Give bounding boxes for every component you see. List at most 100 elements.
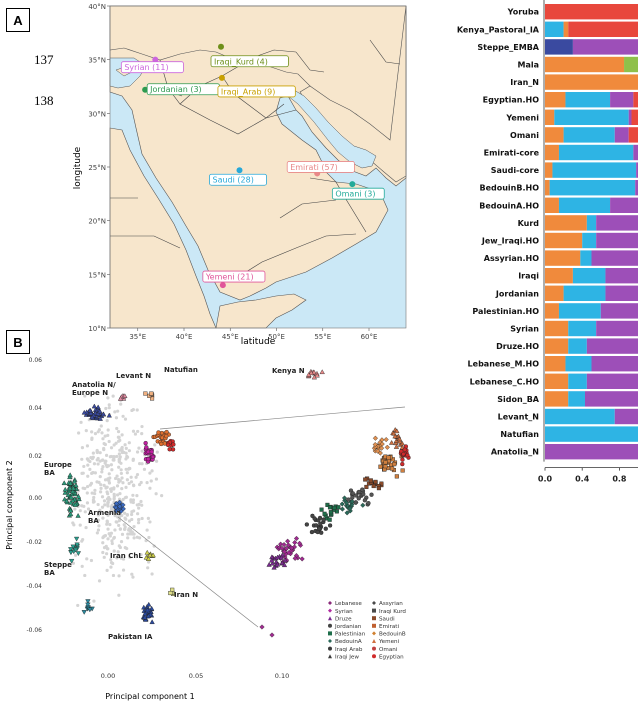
pca-point — [293, 535, 300, 542]
pca-point — [100, 411, 106, 417]
admixture-row-label: Mala — [518, 61, 540, 70]
pca-point — [117, 395, 124, 401]
pca-bg-point — [80, 457, 84, 461]
pca-point — [68, 550, 74, 556]
pca-point — [168, 590, 173, 596]
pca-bg-point — [115, 474, 119, 478]
pca-point — [372, 441, 378, 448]
admixture-segment — [628, 109, 632, 125]
pca-legend: LebaneseSyrianDruzeJordanianPalestinianB… — [328, 601, 406, 660]
admixture-segment — [545, 92, 566, 108]
pca-legend-label: Iraqi Jew — [335, 654, 359, 660]
pca-point — [318, 521, 323, 526]
pca-bg-point — [131, 457, 135, 461]
pca-bg-point — [91, 498, 96, 502]
pca-bg-point — [103, 434, 107, 438]
pca-y-tick-label: 0.04 — [29, 405, 43, 412]
pca-bg-point — [127, 466, 131, 470]
pca-point — [70, 485, 77, 491]
pca-bg-point — [100, 467, 104, 471]
map-point — [218, 43, 224, 50]
pca-bg-point — [106, 492, 110, 496]
pca-bg-point — [146, 566, 150, 570]
pca-bg-point — [127, 449, 132, 453]
pca-point — [308, 370, 314, 376]
pca-point — [327, 505, 333, 510]
pca-bg-point — [139, 553, 143, 557]
pca-y-axis-label: Principal component 2 — [5, 460, 14, 550]
pca-bg-point — [86, 463, 90, 467]
pca-bg-point — [125, 512, 129, 517]
pca-bg-point — [112, 535, 116, 540]
pca-point — [341, 495, 348, 501]
pca-point — [87, 407, 93, 413]
pca-point — [70, 497, 76, 503]
admixture-segment — [605, 285, 638, 301]
map-y-tick-label: 25°N — [88, 164, 106, 172]
pca-bg-point — [120, 532, 125, 536]
pca-point — [149, 391, 154, 396]
pca-point — [69, 558, 75, 564]
pca-bg-point — [108, 497, 112, 501]
pca-bg-point — [107, 479, 111, 483]
pca-point — [304, 522, 309, 527]
pca-bg-point — [89, 558, 94, 563]
pca-point — [314, 372, 320, 378]
admixture-segment — [568, 21, 638, 37]
pca-legend-marker — [372, 654, 376, 659]
pca-bg-point — [118, 545, 122, 550]
pca-bg-point — [102, 546, 107, 550]
pca-bg-point — [84, 525, 88, 530]
pca-point — [63, 498, 70, 504]
pca-bg-point — [124, 485, 128, 489]
pca-ancient-label: Iran ChL — [110, 552, 143, 560]
pca-background-cloud — [60, 394, 170, 608]
pca-bg-point — [127, 519, 132, 523]
pca-bg-point — [119, 540, 124, 544]
pca-point — [85, 602, 91, 608]
map-y-tick-label: 20°N — [88, 218, 106, 226]
pca-bg-point — [118, 527, 122, 531]
map-point-label-box — [331, 187, 385, 200]
pca-y-tick-label: -0.04 — [26, 583, 42, 590]
pca-point — [150, 396, 155, 401]
pca-bg-point — [129, 475, 133, 479]
pca-point — [394, 474, 399, 479]
pca-bg-point — [112, 496, 116, 500]
pca-point — [97, 408, 103, 414]
map-land-horn — [215, 293, 307, 329]
pca-point — [97, 416, 103, 421]
admixture-row-label: Iraqi — [518, 272, 539, 281]
admixture-row-label: Lebanese_M.HO — [468, 360, 540, 369]
pca-bg-point — [83, 394, 87, 398]
admixture-segment — [545, 197, 559, 213]
pca-point — [401, 451, 406, 457]
pca-point — [299, 556, 305, 562]
pca-bg-point — [114, 520, 118, 524]
pca-point — [279, 560, 285, 566]
pca-point — [159, 441, 164, 447]
admixture-row-label: Jew_Iraqi.HO — [481, 237, 539, 246]
pca-bg-point — [95, 458, 99, 462]
pca-bg-point — [145, 481, 149, 485]
pca-point — [371, 483, 376, 489]
pca-bg-point — [134, 475, 138, 479]
admixture-segment — [549, 180, 636, 196]
admixture-segment — [545, 285, 564, 301]
pca-legend-label: Syrian — [335, 609, 353, 615]
pca-bg-point — [138, 536, 142, 540]
pca-legend-label: Saudi — [379, 616, 395, 622]
pca-bg-point — [103, 442, 107, 447]
admixture-row-label: Omani — [510, 131, 539, 140]
map-x-tick-label: 45°E — [222, 333, 239, 341]
pca-bg-point — [123, 511, 127, 515]
admixture-segment — [568, 391, 585, 407]
admixture-row-label: Lebanese_C.HO — [470, 377, 540, 386]
pca-point — [288, 548, 294, 554]
pca-point — [72, 502, 79, 507]
admixture-segment — [545, 21, 564, 37]
pca-legend-label: Yemeni — [378, 639, 400, 645]
pca-point — [62, 489, 68, 495]
admixture-segment — [614, 408, 638, 425]
pca-point — [292, 555, 298, 561]
